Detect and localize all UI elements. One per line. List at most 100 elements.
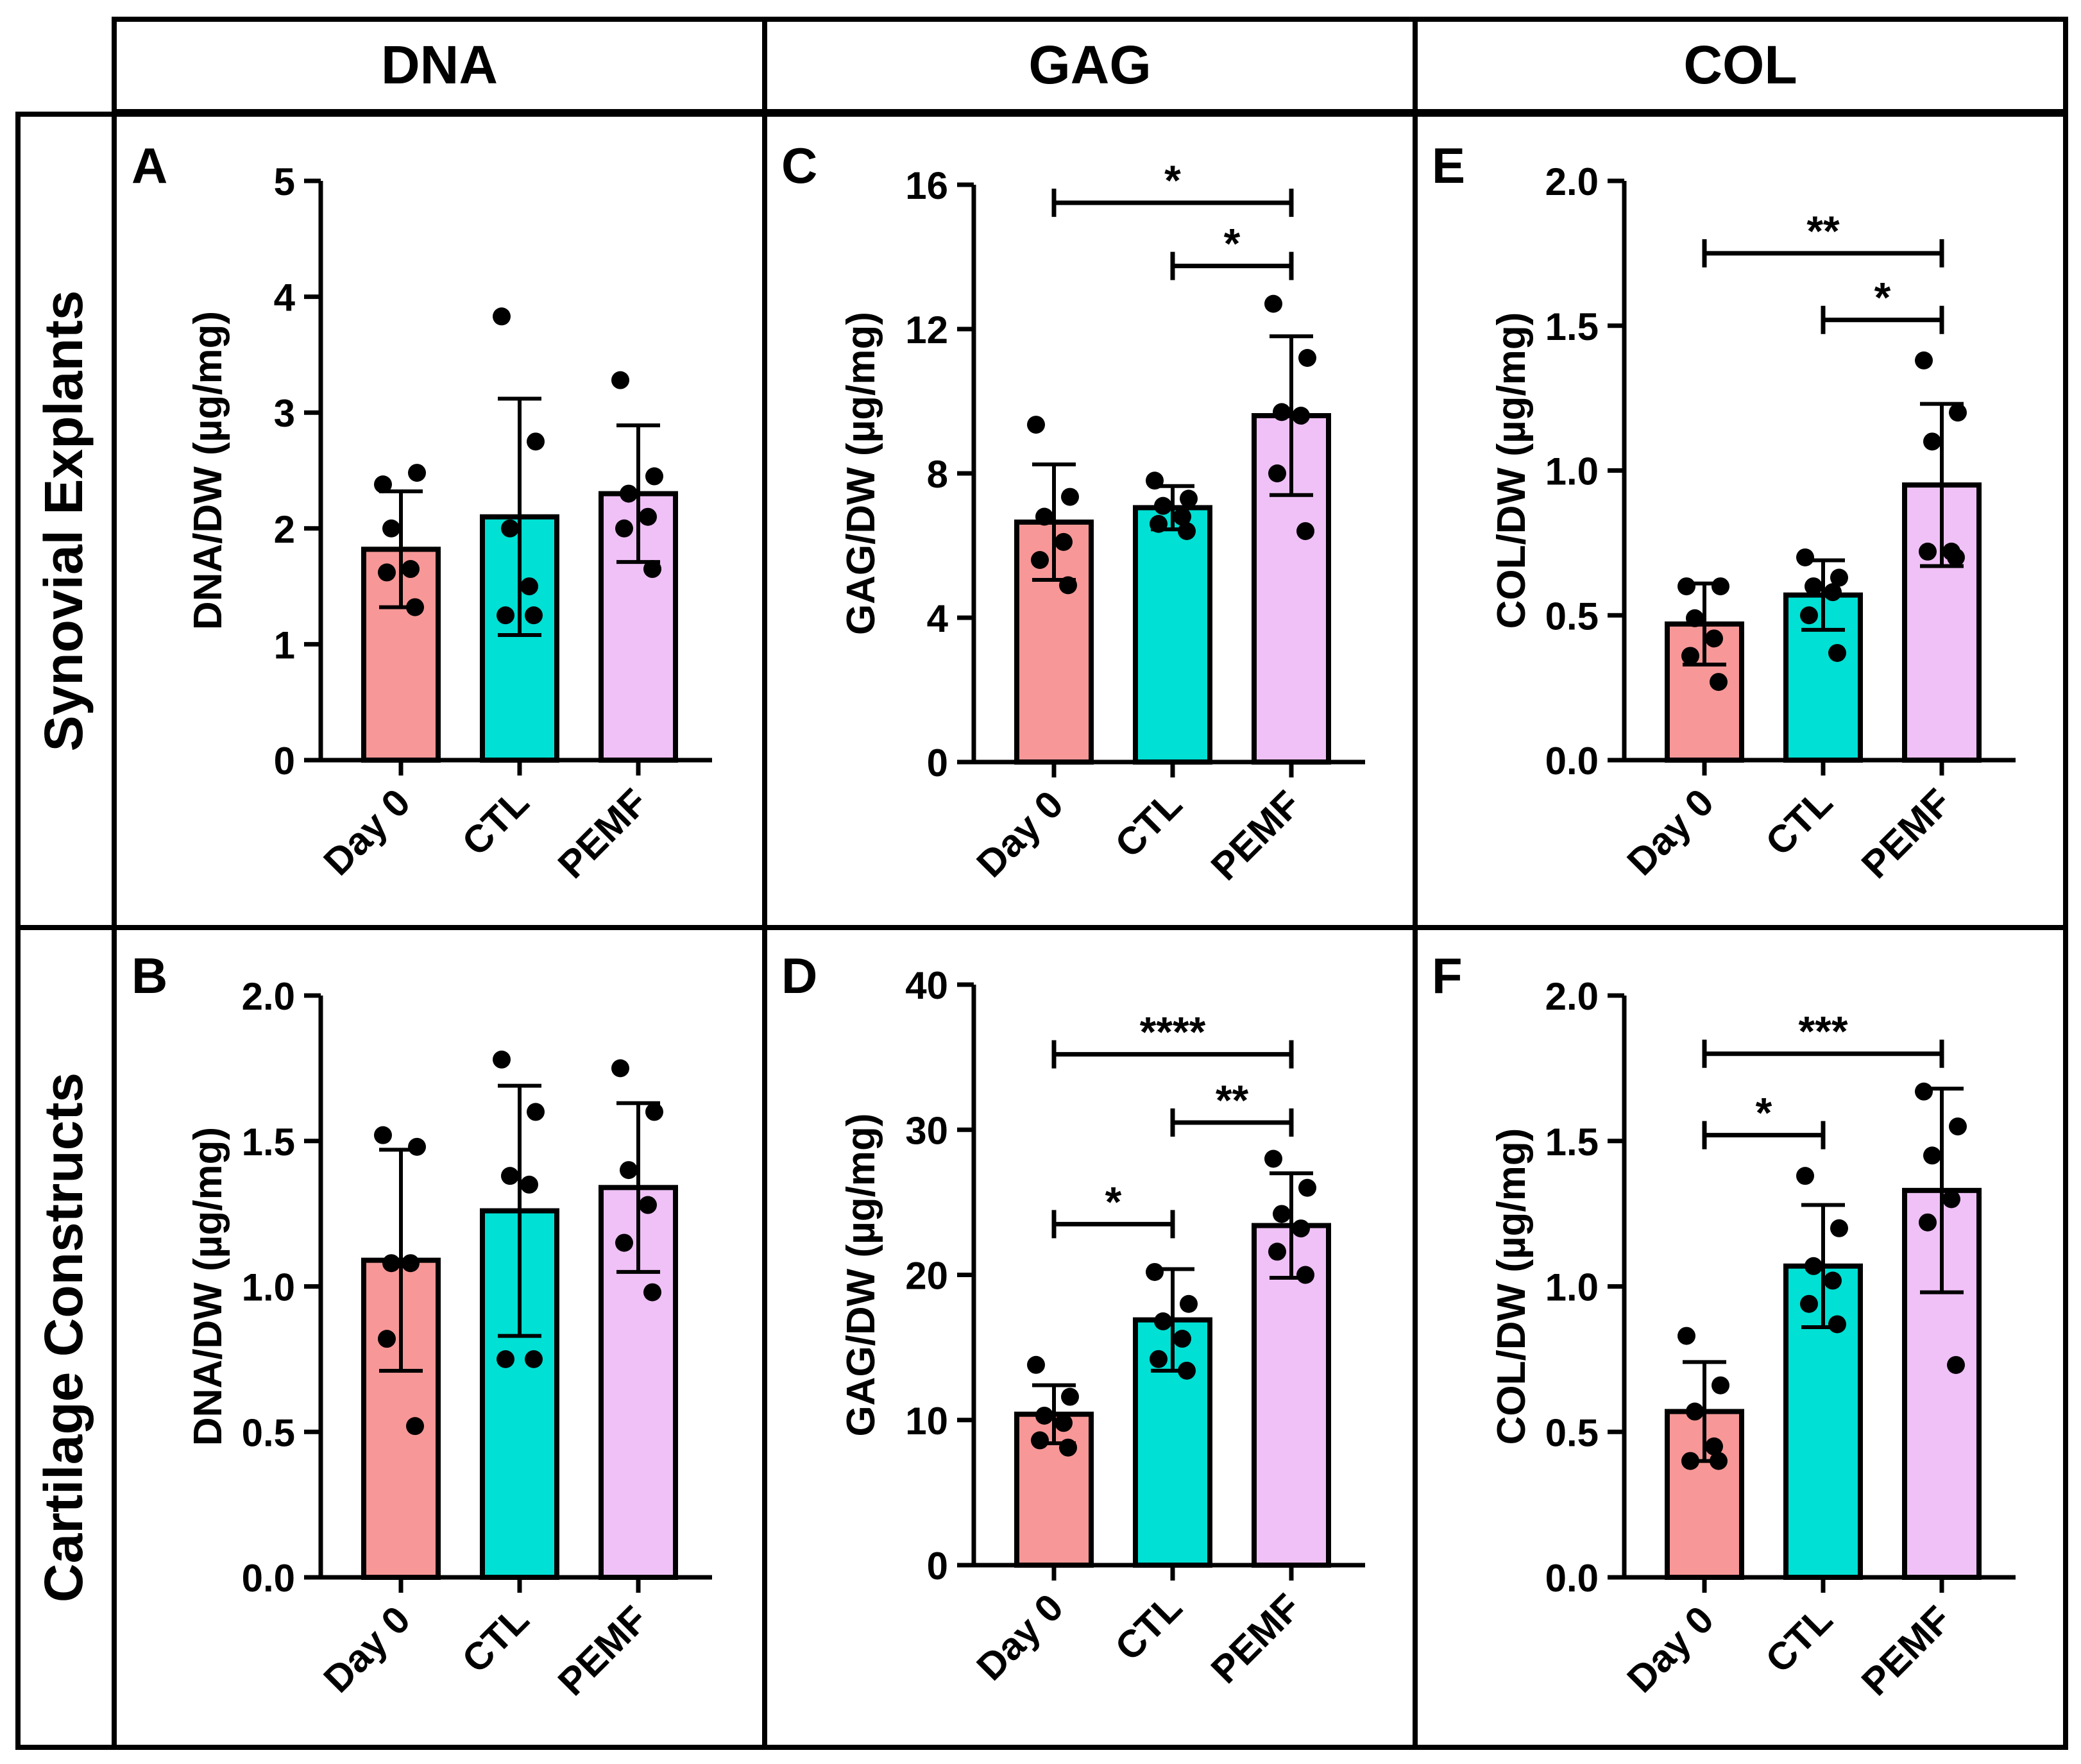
y-tick-label: 0.0 bbox=[1545, 1557, 1599, 1600]
data-point bbox=[374, 1126, 392, 1144]
y-tick-label: 4 bbox=[274, 276, 296, 319]
data-point bbox=[378, 1330, 396, 1348]
data-point bbox=[1059, 1438, 1077, 1457]
data-point bbox=[1292, 1219, 1310, 1238]
y-tick-label: 0.0 bbox=[1545, 740, 1599, 783]
data-point bbox=[1828, 643, 1846, 662]
data-point bbox=[1061, 488, 1079, 506]
data-point bbox=[493, 307, 511, 326]
y-tick-label: 2.0 bbox=[242, 975, 295, 1018]
data-point bbox=[1828, 1315, 1846, 1334]
data-point bbox=[1710, 673, 1728, 691]
data-point bbox=[1686, 609, 1704, 627]
significance-label: * bbox=[1224, 220, 1241, 267]
data-point bbox=[402, 560, 420, 579]
data-point bbox=[406, 598, 424, 616]
data-point bbox=[615, 519, 633, 538]
data-point bbox=[1055, 532, 1073, 551]
data-point bbox=[1180, 1294, 1198, 1313]
data-point bbox=[1180, 489, 1198, 508]
data-point bbox=[1061, 1387, 1079, 1406]
panel-grid bbox=[112, 112, 2068, 1750]
significance-label: **** bbox=[1140, 1008, 1206, 1056]
y-tick-label: 0.5 bbox=[1545, 595, 1599, 638]
column-header-dna: DNA bbox=[381, 35, 498, 95]
significance-label: * bbox=[1105, 1178, 1122, 1225]
y-axis-label: COL/DW (µg/mg) bbox=[1490, 1128, 1534, 1445]
y-tick-label: 8 bbox=[927, 453, 948, 496]
data-point bbox=[1705, 629, 1723, 648]
data-point bbox=[1027, 1355, 1045, 1374]
data-point bbox=[1710, 1452, 1728, 1470]
data-point bbox=[1154, 496, 1172, 515]
data-point bbox=[1178, 1361, 1196, 1380]
data-point bbox=[1712, 577, 1729, 596]
data-point bbox=[1035, 1406, 1053, 1425]
data-point bbox=[378, 563, 396, 582]
y-axis-label: DNA/DW (µg/mg) bbox=[186, 311, 230, 630]
y-tick-label: 20 bbox=[905, 1255, 948, 1298]
data-point bbox=[1264, 1149, 1282, 1168]
data-point bbox=[1830, 1219, 1848, 1237]
significance-label: * bbox=[1164, 157, 1181, 204]
significance-label: ** bbox=[1216, 1076, 1249, 1124]
panel-letters: A B C D E F bbox=[132, 137, 1465, 1004]
bar-ctl bbox=[1133, 505, 1212, 765]
data-point bbox=[1681, 647, 1699, 665]
data-point bbox=[1146, 471, 1164, 490]
data-point bbox=[382, 1254, 400, 1273]
y-tick-label: 1.0 bbox=[1545, 450, 1599, 493]
data-point bbox=[1915, 351, 1933, 369]
data-point bbox=[620, 484, 638, 503]
data-point bbox=[525, 1350, 543, 1368]
data-point bbox=[1942, 1190, 1960, 1209]
data-point bbox=[501, 1167, 519, 1185]
y-tick-label: 0 bbox=[927, 1545, 948, 1588]
data-point bbox=[643, 560, 661, 579]
data-point bbox=[1150, 514, 1168, 533]
data-point bbox=[1268, 464, 1286, 482]
data-point bbox=[645, 1103, 663, 1121]
y-tick-label: 3 bbox=[274, 392, 295, 435]
data-point bbox=[1268, 1242, 1286, 1261]
data-point bbox=[1027, 416, 1045, 434]
data-point bbox=[1805, 1257, 1822, 1275]
y-axis-label: DNA/DW (µg/mg) bbox=[186, 1127, 230, 1446]
data-point bbox=[611, 371, 629, 389]
y-tick-label: 5 bbox=[274, 160, 295, 203]
data-point bbox=[1059, 576, 1077, 595]
y-tick-label: 1.0 bbox=[1545, 1266, 1599, 1309]
panel-box-f bbox=[1413, 925, 2068, 1750]
y-tick-label: 40 bbox=[905, 964, 948, 1007]
data-point bbox=[1264, 294, 1282, 313]
data-point bbox=[620, 1161, 638, 1180]
data-point bbox=[1796, 1167, 1814, 1185]
data-point bbox=[1947, 1355, 1965, 1374]
y-tick-label: 0 bbox=[274, 740, 295, 783]
data-point bbox=[1919, 542, 1937, 561]
panel-letter-c: C bbox=[781, 137, 817, 194]
data-point bbox=[374, 475, 392, 494]
y-tick-label: 1.5 bbox=[1545, 305, 1599, 348]
data-point bbox=[1678, 1327, 1695, 1345]
significance-label: * bbox=[1874, 274, 1891, 321]
data-point bbox=[1923, 432, 1941, 451]
data-point bbox=[527, 1103, 545, 1121]
data-point bbox=[1154, 1312, 1172, 1330]
data-point bbox=[406, 1417, 424, 1436]
data-point bbox=[1830, 568, 1848, 587]
y-tick-label: 4 bbox=[927, 597, 949, 640]
y-tick-label: 2.0 bbox=[1545, 975, 1599, 1018]
y-tick-label: 1.5 bbox=[242, 1121, 295, 1164]
data-point bbox=[1292, 407, 1310, 425]
data-point bbox=[1681, 1452, 1699, 1470]
y-tick-label: 0.5 bbox=[1545, 1411, 1599, 1454]
data-point bbox=[1805, 577, 1822, 596]
y-tick-label: 0 bbox=[927, 742, 948, 784]
y-axis-label: COL/DW (µg/mg) bbox=[1490, 312, 1534, 629]
data-point bbox=[643, 1283, 661, 1302]
data-point bbox=[615, 1234, 633, 1252]
data-point bbox=[1919, 1213, 1937, 1232]
data-point bbox=[527, 432, 545, 451]
data-point bbox=[1035, 507, 1053, 526]
